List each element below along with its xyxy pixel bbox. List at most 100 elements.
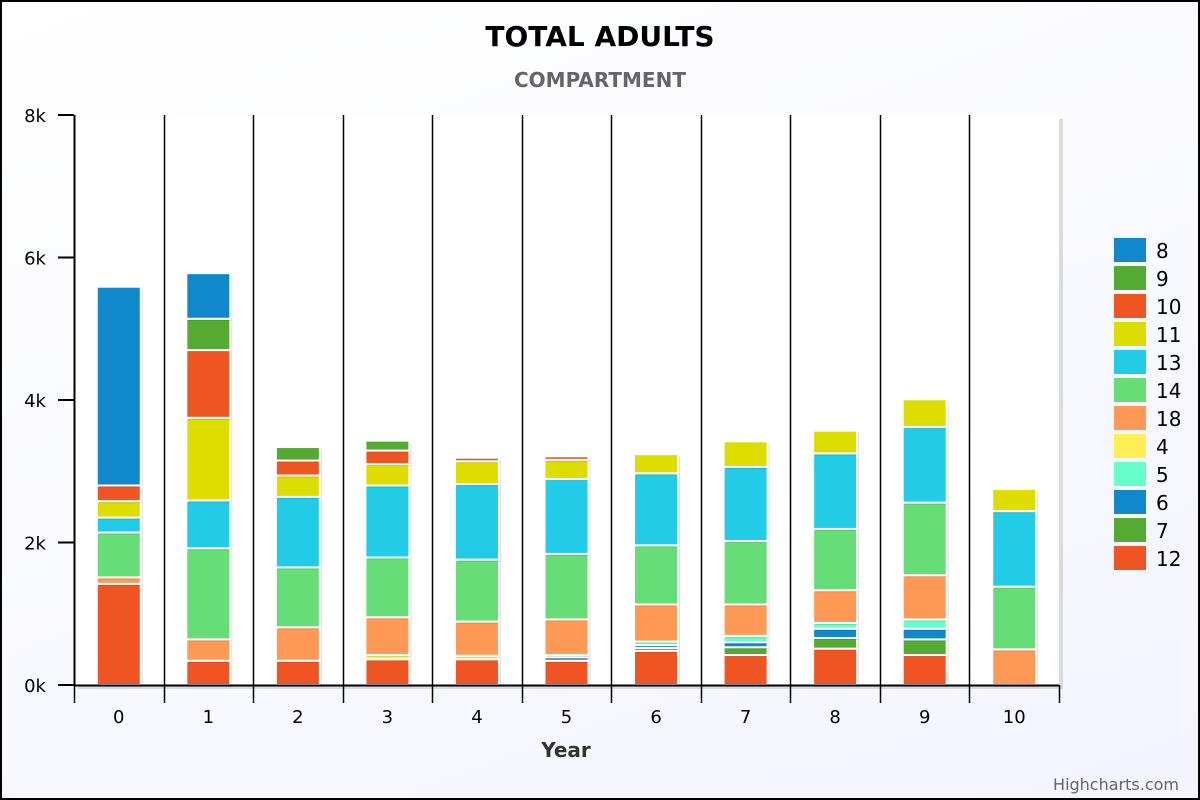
x-tick-label: 0 — [113, 707, 124, 728]
bar-segment[interactable] — [185, 638, 232, 662]
bar-segment[interactable] — [901, 426, 948, 504]
bar-segment[interactable] — [185, 272, 232, 320]
bar-segment[interactable] — [95, 285, 142, 487]
bar-segment[interactable] — [364, 658, 411, 686]
bar-segment[interactable] — [543, 455, 590, 461]
bar-segment[interactable] — [991, 585, 1038, 651]
bar-segment[interactable] — [812, 527, 859, 592]
x-tick-label: 7 — [740, 707, 751, 728]
y-tick-label: 0k — [24, 676, 46, 697]
bar-segment[interactable] — [812, 452, 859, 530]
bar-segment[interactable] — [722, 540, 769, 606]
legend-swatch — [1114, 266, 1146, 290]
bar-segment[interactable] — [543, 458, 590, 481]
legend-swatch — [1114, 434, 1146, 458]
legend-item[interactable]: 10 — [1156, 295, 1181, 319]
y-tick-label: 6k — [24, 249, 46, 270]
x-tick-label: 6 — [650, 707, 661, 728]
bar-segment[interactable] — [95, 484, 142, 503]
bar-segment[interactable] — [543, 552, 590, 621]
bar-segment[interactable] — [185, 349, 232, 419]
bar-segment[interactable] — [95, 531, 142, 579]
bar-segment[interactable] — [812, 589, 859, 625]
bar-segment[interactable] — [543, 659, 590, 687]
x-tick-label: 8 — [829, 707, 840, 728]
bar-segment[interactable] — [185, 659, 232, 687]
y-tick-label: 4k — [24, 391, 46, 412]
bar-segment[interactable] — [901, 574, 948, 621]
bar-segment[interactable] — [812, 647, 859, 686]
bar-segment[interactable] — [453, 460, 500, 486]
bar-segment[interactable] — [274, 566, 321, 629]
bar-segment[interactable] — [633, 472, 680, 547]
bar-segment[interactable] — [901, 398, 948, 429]
bar-segment[interactable] — [453, 620, 500, 657]
legend-swatch — [1114, 322, 1146, 346]
legend-swatch — [1114, 294, 1146, 318]
bar-segment[interactable] — [364, 556, 411, 619]
bar-segment[interactable] — [543, 478, 590, 555]
bar-segment[interactable] — [364, 449, 411, 466]
legend-item[interactable]: 4 — [1156, 435, 1169, 459]
bar-segment[interactable] — [901, 654, 948, 687]
x-tick-label: 5 — [561, 707, 572, 728]
bar-segment[interactable] — [901, 501, 948, 577]
legend-item[interactable]: 12 — [1156, 547, 1181, 571]
bar-segment[interactable] — [453, 658, 500, 686]
bar-segment[interactable] — [274, 459, 321, 477]
bar-segment[interactable] — [722, 465, 769, 543]
bar-segment[interactable] — [364, 484, 411, 559]
bar-segment[interactable] — [812, 429, 859, 455]
bar-segment[interactable] — [633, 649, 680, 686]
bar-segment[interactable] — [185, 416, 232, 502]
bar-segment[interactable] — [633, 603, 680, 643]
legend-item[interactable]: 9 — [1156, 267, 1169, 291]
bar-segment[interactable] — [274, 495, 321, 569]
bar-segment[interactable] — [185, 317, 232, 352]
bar-segment[interactable] — [274, 626, 321, 662]
legend-swatch — [1114, 238, 1146, 262]
bar-segment[interactable] — [991, 648, 1038, 686]
x-axis-title: Year — [540, 738, 591, 762]
x-tick-label: 1 — [203, 707, 214, 728]
bar-segment[interactable] — [901, 638, 948, 657]
bar-segment[interactable] — [543, 618, 590, 657]
credits-link[interactable]: Highcharts.com — [1053, 775, 1179, 794]
bar-segment[interactable] — [722, 603, 769, 637]
bar-segment[interactable] — [364, 616, 411, 657]
x-tick-label: 10 — [1003, 707, 1026, 728]
bar-segment[interactable] — [633, 453, 680, 475]
bar-segment[interactable] — [274, 474, 321, 498]
bar-segment[interactable] — [274, 446, 321, 462]
legend-item[interactable]: 13 — [1156, 351, 1181, 375]
legend-item[interactable]: 6 — [1156, 491, 1169, 515]
x-tick-label: 4 — [471, 707, 482, 728]
legend-item[interactable]: 7 — [1156, 519, 1169, 543]
bar-segment[interactable] — [453, 558, 500, 623]
legend-item[interactable]: 18 — [1156, 407, 1181, 431]
legend-swatch — [1114, 350, 1146, 374]
legend-item[interactable]: 11 — [1156, 323, 1181, 347]
bar-segment[interactable] — [95, 516, 142, 534]
bar-segment[interactable] — [185, 499, 232, 550]
bar-segment[interactable] — [722, 654, 769, 687]
legend-item[interactable]: 5 — [1156, 463, 1169, 487]
bar-segment[interactable] — [722, 440, 769, 468]
bar-segment[interactable] — [95, 582, 142, 687]
legend-item[interactable]: 14 — [1156, 379, 1181, 403]
bar-segment[interactable] — [991, 488, 1038, 513]
legend-swatch — [1114, 406, 1146, 430]
bar-segment[interactable] — [364, 439, 411, 452]
legend-item[interactable]: 8 — [1156, 239, 1169, 263]
bar-segment[interactable] — [453, 456, 500, 463]
bar-segment[interactable] — [364, 463, 411, 487]
x-tick-label: 3 — [382, 707, 393, 728]
bar-segment[interactable] — [185, 547, 232, 641]
bar-segment[interactable] — [274, 659, 321, 687]
legend-swatch — [1114, 546, 1146, 570]
bar-segment[interactable] — [633, 544, 680, 606]
bar-segment[interactable] — [453, 483, 500, 561]
bar-segment[interactable] — [991, 510, 1038, 588]
bar-segment[interactable] — [95, 500, 142, 519]
